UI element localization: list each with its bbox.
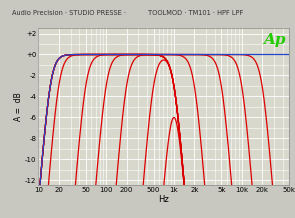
Text: Audio Precision · STUDIO PRESSE ·: Audio Precision · STUDIO PRESSE · — [12, 10, 126, 16]
X-axis label: Hz: Hz — [158, 195, 169, 204]
Y-axis label: A =  dB: A = dB — [14, 92, 23, 121]
Text: Ap: Ap — [263, 33, 285, 47]
Text: TOOLMOD · TM101 · HPF LPF: TOOLMOD · TM101 · HPF LPF — [148, 10, 243, 16]
